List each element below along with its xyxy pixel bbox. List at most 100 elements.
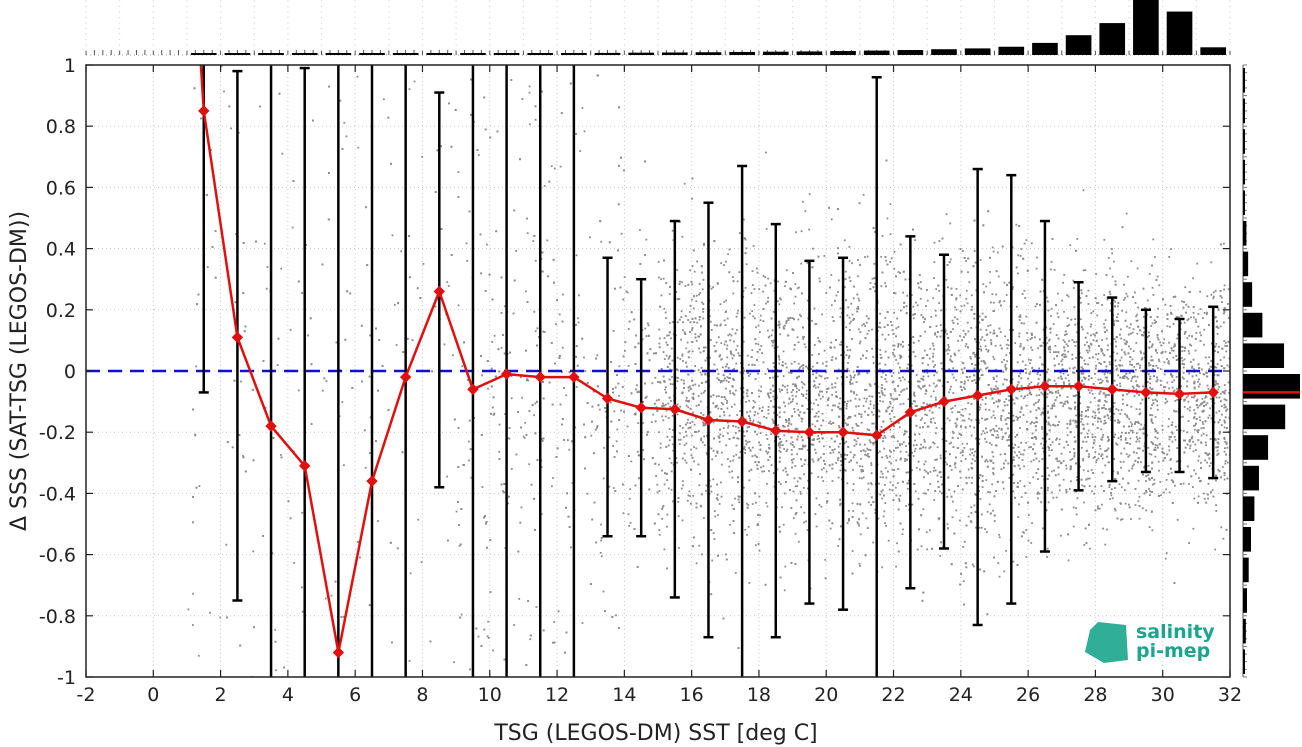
scatter-point [787,428,790,431]
top-hist-grid-dot [993,44,995,46]
scatter-point [1193,380,1196,383]
scatter-point [1072,395,1075,397]
scatter-point [1075,394,1078,397]
scatter-point [915,424,918,427]
right-hist-bar [1243,435,1269,460]
top-hist-grid-dot [1027,22,1029,24]
scatter-point [602,477,605,480]
scatter-point [985,427,987,430]
top-hist-grid-dot [556,44,558,46]
scatter-point [1108,438,1110,441]
scatter-point [1079,356,1082,358]
top-hist-grid-dot [859,17,861,18]
top-hist-grid-dot [119,33,121,35]
scatter-point [307,334,309,337]
scatter-point [886,324,889,326]
top-hist-grid-dot [825,44,827,46]
scatter-point [906,458,908,461]
scatter-point [731,470,733,473]
top-hist-grid-dot [354,39,356,40]
scatter-point [1107,447,1110,450]
scatter-point [974,355,977,358]
scatter-point [1079,465,1082,468]
scatter-point [197,654,200,657]
scatter-point [1104,331,1106,333]
top-hist-grid-dot [220,28,222,29]
scatter-point [599,552,602,554]
scatter-point [1209,407,1211,410]
scatter-point [945,440,948,442]
top-hist-grid-dot [253,28,255,29]
scatter-point [955,456,957,459]
scatter-point [1116,367,1119,370]
scatter-point [787,424,790,427]
scatter-point [576,364,579,367]
scatter-point [849,451,852,454]
scatter-point [860,413,863,416]
scatter-point [1218,385,1221,388]
top-hist-grid-dot [1229,11,1231,13]
scatter-point [1116,443,1119,446]
scatter-point [377,520,379,522]
top-hist-grid-dot [1229,44,1231,46]
scatter-point [1224,344,1227,347]
scatter-point [1016,454,1018,457]
scatter-point [1224,460,1227,462]
scatter-point [575,386,578,388]
scatter-point [687,356,690,359]
scatter-point [523,436,526,439]
scatter-point [897,421,900,424]
scatter-point [791,466,793,469]
scatter-point [634,363,637,365]
scatter-point [608,485,611,488]
top-hist-grid-dot [421,6,423,7]
scatter-point [1041,278,1044,281]
scatter-point [1074,419,1077,422]
scatter-point [1106,298,1109,301]
scatter-point [800,458,802,461]
scatter-point [323,377,326,380]
scatter-point [901,533,904,535]
scatter-point [1081,328,1084,331]
scatter-point [1183,439,1185,442]
scatter-point [1041,428,1043,430]
top-hist-grid-dot [455,6,457,7]
top-hist-grid-dot [1128,11,1130,13]
top-hist-bar [359,53,385,55]
scatter-point [1188,334,1191,337]
scatter-point [812,373,814,376]
scatter-point [885,409,888,412]
scatter-point [624,341,627,344]
scatter-point [1184,347,1186,350]
top-hist-grid-dot [220,11,222,13]
scatter-point [1072,371,1074,374]
scatter-point [962,546,964,548]
scatter-point [893,469,896,471]
scatter-point [1080,415,1083,417]
scatter-point [732,280,735,283]
scatter-point [965,297,968,300]
scatter-point [884,256,887,258]
scatter-point [500,312,503,314]
top-hist-grid-dot [220,0,222,2]
top-hist-grid-dot [152,33,154,35]
scatter-point [700,493,703,496]
scatter-point [1214,366,1217,368]
scatter-point [723,301,726,303]
scatter-point [944,329,947,332]
scatter-point [1031,334,1033,336]
scatter-point [1217,438,1220,440]
scatter-point [1027,384,1030,387]
scatter-point [991,246,994,249]
top-hist-grid-dot [455,11,457,13]
scatter-point [1135,315,1137,318]
scatter-point [703,244,705,247]
top-hist-grid-dot [421,22,423,24]
scatter-point [664,472,666,475]
scatter-point [604,610,606,612]
scatter-point [553,167,556,170]
scatter-point [1222,537,1225,540]
top-hist-grid-dot [960,28,962,29]
scatter-point [477,154,480,156]
scatter-point [895,335,897,338]
